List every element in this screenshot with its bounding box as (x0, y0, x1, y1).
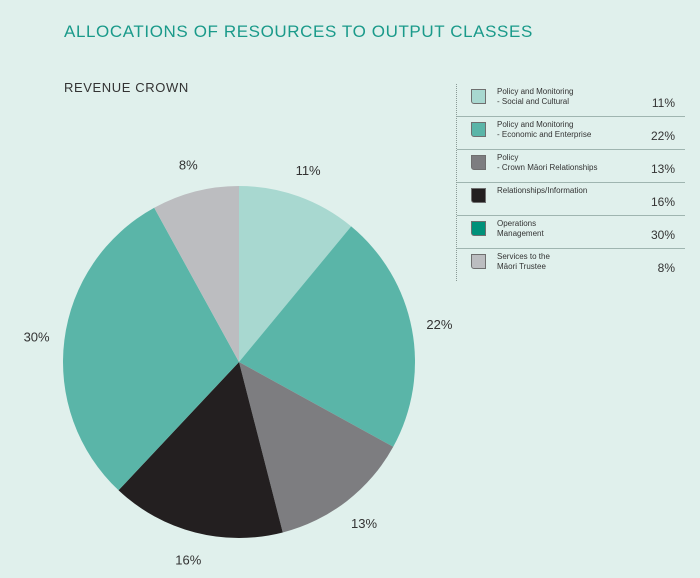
pie-slice (118, 362, 283, 538)
legend-item: Policy and Monitoring - Economic and Ent… (457, 117, 685, 150)
legend-swatch (471, 122, 486, 137)
legend-swatch (471, 89, 486, 104)
legend-value: 22% (650, 129, 675, 143)
legend-label: Policy and Monitoring - Economic and Ent… (497, 120, 592, 139)
legend-label: Operations Management (497, 219, 544, 238)
legend-item: Policy and Monitoring - Social and Cultu… (457, 84, 685, 117)
pie-slice (239, 186, 352, 362)
pie-slice (239, 362, 394, 533)
pie-slice (154, 186, 239, 362)
legend-label: Services to the Māori Trustee (497, 252, 550, 271)
slice-value-label: 13% (351, 516, 377, 531)
legend-value: 8% (657, 261, 675, 275)
legend-label: Policy - Crown Māori Relationships (497, 153, 598, 172)
legend: Policy and Monitoring - Social and Cultu… (456, 84, 685, 281)
legend-swatch (471, 188, 486, 203)
legend-item: Relationships/Information 16% (457, 183, 685, 216)
legend-label: Policy and Monitoring - Social and Cultu… (497, 87, 574, 106)
chart-subtitle: REVENUE CROWN (64, 80, 189, 95)
legend-item: Policy - Crown Māori Relationships 13% (457, 150, 685, 183)
legend-value: 16% (650, 195, 675, 209)
legend-swatch (471, 254, 486, 269)
slice-value-label: 11% (296, 163, 321, 178)
legend-label: Relationships/Information (497, 186, 588, 195)
legend-item: Services to the Māori Trustee 8% (457, 249, 685, 281)
slice-value-label: 30% (24, 329, 50, 344)
slice-value-label: 22% (426, 317, 452, 332)
legend-value: 11% (651, 96, 675, 110)
page-title: ALLOCATIONS OF RESOURCES TO OUTPUT CLASS… (64, 22, 533, 41)
legend-value: 13% (650, 162, 675, 176)
legend-swatch (471, 221, 486, 236)
pie-slice (239, 226, 416, 447)
legend-swatch (471, 155, 486, 170)
slice-value-label: 8% (179, 157, 198, 172)
legend-item: Operations Management 30% (457, 216, 685, 249)
pie-slice (62, 207, 240, 491)
legend-value: 30% (650, 228, 675, 242)
slice-value-label: 16% (175, 553, 201, 568)
